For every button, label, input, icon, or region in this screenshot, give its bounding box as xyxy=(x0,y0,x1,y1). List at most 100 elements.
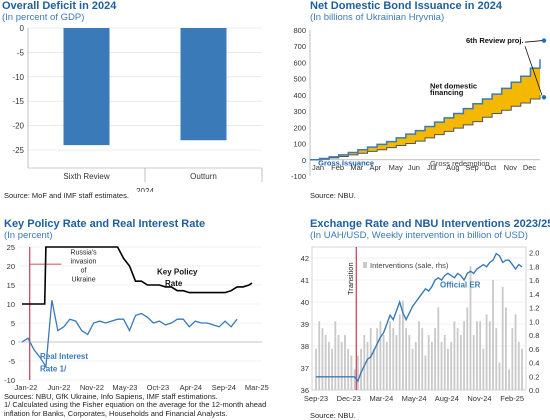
intervention-bar-21 xyxy=(382,335,385,390)
y2-tick-label: 0.8 xyxy=(529,331,539,340)
intervention-bar-64 xyxy=(521,348,523,390)
intervention-bar-3 xyxy=(324,335,327,390)
intervention-bar-0 xyxy=(315,348,317,390)
deficit-panel: Overall Deficit in 2024 (In percent of G… xyxy=(0,0,272,205)
y2-tick-label: 1.6 xyxy=(529,276,539,285)
intervention-bar-1 xyxy=(318,321,321,390)
intervention-bar-42 xyxy=(450,341,453,390)
intervention-bar-12 xyxy=(353,369,356,390)
annotation-net-financing-2: financing xyxy=(430,88,464,97)
y-tick-label: 42 xyxy=(301,254,309,263)
y2-tick-label: 1.0 xyxy=(529,317,539,326)
x-tick-label: Jun-22 xyxy=(48,383,71,392)
y-tick-label: 800 xyxy=(293,26,306,35)
intervention-bar-50 xyxy=(476,321,478,390)
x-tick-label: Mar-25 xyxy=(245,383,269,392)
intervention-bar-22 xyxy=(385,341,388,390)
interventions-legend-swatch xyxy=(363,261,367,268)
series-line-key-policy-rate xyxy=(22,246,253,305)
intervention-bar-16 xyxy=(366,341,369,390)
annotation-key-policy-rate-2: Rate xyxy=(165,279,183,288)
y-tick-label: -15 xyxy=(12,97,24,106)
deficit-source: Source: MoF and IMF staff estimates. xyxy=(4,191,129,200)
bond-source: Source: NBU. xyxy=(310,191,356,200)
intervention-bar-60 xyxy=(508,369,511,390)
bond-chart: -100 0 100 200 300 400 500 600 700 800 Jan Feb Mar Ap… xyxy=(291,26,547,181)
y-tick-label: 400 xyxy=(293,91,306,100)
intervention-bar-45 xyxy=(459,335,462,390)
y-tick-label: 20 xyxy=(7,262,15,271)
intervention-bar-35 xyxy=(427,335,430,390)
policy-source: Sources: NBU, GfK Ukraine, Info Sapiens,… xyxy=(4,392,218,401)
intervention-bar-57 xyxy=(498,362,501,390)
intervention-bar-38 xyxy=(437,307,440,390)
intervention-bar-8 xyxy=(340,341,343,390)
intervention-bar-47 xyxy=(466,307,469,390)
intervention-bar-49 xyxy=(472,335,475,390)
intervention-bar-10 xyxy=(347,348,350,390)
bar-0 xyxy=(63,28,110,146)
intervention-bar-36 xyxy=(430,341,433,390)
y-tick-label: -10 xyxy=(12,73,24,82)
x-tick-label: May-24 xyxy=(402,394,427,403)
y2-tick-label: 0.2 xyxy=(529,372,539,381)
x-tick-label: Apr xyxy=(370,163,382,172)
intervention-bar-25 xyxy=(395,335,398,390)
y-tick-label: 15 xyxy=(7,281,15,290)
x-tick-label: Jun xyxy=(408,163,420,172)
intervention-bar-26 xyxy=(398,314,401,390)
intervention-bar-58 xyxy=(501,286,504,390)
intervention-bar-62 xyxy=(514,314,517,390)
intervention-bar-32 xyxy=(418,321,420,390)
intervention-bar-52 xyxy=(482,348,485,390)
y-tick-label: 5 xyxy=(11,319,15,328)
intervention-bar-48 xyxy=(469,266,472,390)
y-tick-label: 38 xyxy=(301,342,309,351)
y-tick-label: -100 xyxy=(291,172,306,181)
x-tick-label: Feb-25 xyxy=(500,394,524,403)
intervention-bar-29 xyxy=(408,335,411,390)
intervention-bar-24 xyxy=(392,328,395,390)
y2-tick-label: 1.4 xyxy=(529,290,539,299)
fx-panel: Exchange Rate and NBU Interventions 2023… xyxy=(278,215,550,420)
y-tick-label: 39 xyxy=(301,320,309,329)
y-tick-label: 10 xyxy=(7,300,15,309)
y2-tick-label: 0.0 xyxy=(529,386,539,395)
y-tick-label: -5 xyxy=(17,48,25,57)
intervention-bar-34 xyxy=(424,355,427,390)
y-tick-label: -10 xyxy=(4,376,15,385)
intervention-bar-55 xyxy=(492,280,494,390)
intervention-bar-54 xyxy=(488,321,491,390)
intervention-bar-51 xyxy=(479,321,482,390)
intervention-bar-17 xyxy=(369,328,372,390)
intervention-bar-27 xyxy=(402,300,404,390)
y2-tick-label: 1.2 xyxy=(529,304,539,313)
x-tick-label: Oct-23 xyxy=(147,383,170,392)
category-label: Sixth Review xyxy=(63,172,109,181)
x-tick-label: Aug xyxy=(446,163,459,172)
x-tick-label: Sep-23 xyxy=(304,394,328,403)
intervention-bar-6 xyxy=(334,321,337,390)
intervention-bar-59 xyxy=(505,307,507,390)
series-line-official-er xyxy=(316,252,523,383)
x-tick-label: Dec-23 xyxy=(337,394,361,403)
y-tick-label: 700 xyxy=(293,42,306,51)
intervention-bar-7 xyxy=(337,335,340,390)
y-tick-label: 600 xyxy=(293,58,306,67)
projection-arrow xyxy=(524,46,543,96)
intervention-bar-61 xyxy=(511,328,514,390)
intervention-bar-4 xyxy=(327,341,330,390)
intervention-bar-44 xyxy=(456,328,459,390)
annotation-real-rate-2: Rate 1/ xyxy=(40,364,67,373)
annotation-projection: 6th Review proj. xyxy=(466,36,524,45)
invasion-label: of xyxy=(81,268,87,275)
x-tick-label: Dec xyxy=(523,163,537,172)
projection-point-0 xyxy=(541,38,547,43)
annotation-gross-issuance: Gross Issuance xyxy=(318,158,374,167)
x-tick-label: Jan xyxy=(312,163,324,172)
x-tick-label: Nov-22 xyxy=(80,383,104,392)
y-tick-label: 40 xyxy=(301,298,309,307)
intervention-bar-40 xyxy=(443,335,446,390)
transition-label: Transition xyxy=(346,262,355,295)
fx-subtitle: (In UAH/USD, Weekly intervention in bill… xyxy=(310,230,528,241)
